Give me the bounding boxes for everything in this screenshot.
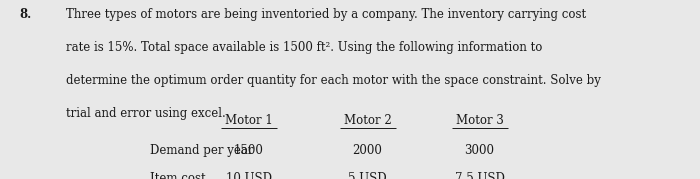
Text: 10 USD: 10 USD [225,172,272,179]
Text: 8.: 8. [20,8,32,21]
Text: Motor 2: Motor 2 [344,114,391,127]
Text: determine the optimum order quantity for each motor with the space constraint. S: determine the optimum order quantity for… [66,74,601,87]
Text: trial and error using excel.: trial and error using excel. [66,107,226,120]
Text: 5 USD: 5 USD [348,172,387,179]
Text: 7.5 USD: 7.5 USD [454,172,505,179]
Text: rate is 15%. Total space available is 1500 ft². Using the following information : rate is 15%. Total space available is 15… [66,41,543,54]
Text: Demand per year: Demand per year [150,144,254,157]
Text: Three types of motors are being inventoried by a company. The inventory carrying: Three types of motors are being inventor… [66,8,587,21]
Text: 3000: 3000 [465,144,494,157]
Text: 2000: 2000 [353,144,382,157]
Text: Motor 3: Motor 3 [456,114,503,127]
Text: 1500: 1500 [234,144,263,157]
Text: Item cost: Item cost [150,172,206,179]
Text: Motor 1: Motor 1 [225,114,272,127]
